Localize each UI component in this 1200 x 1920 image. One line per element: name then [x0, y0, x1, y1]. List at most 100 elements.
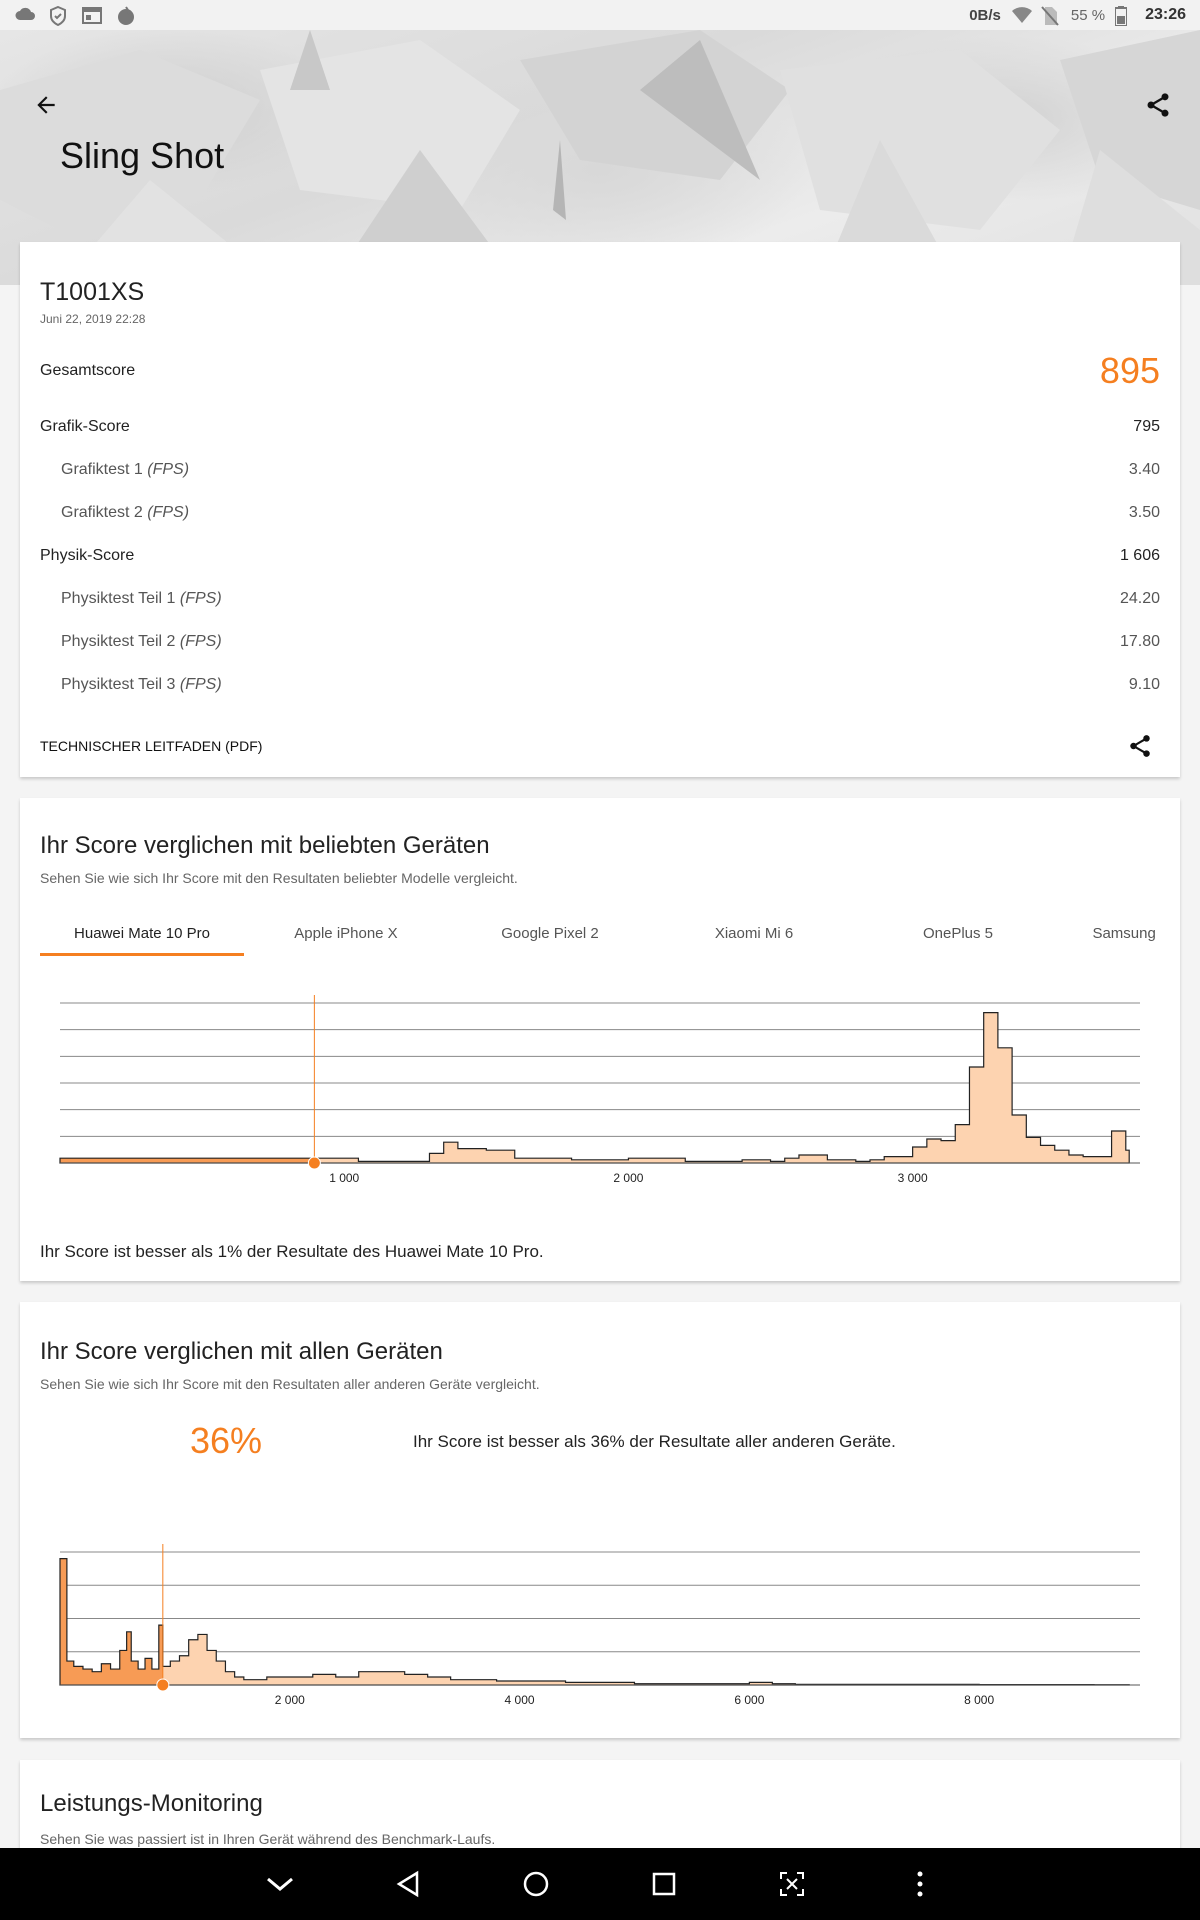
- x-tick-label: 3 000: [898, 1171, 928, 1185]
- share-button[interactable]: [1138, 85, 1178, 125]
- all-distribution-chart: 2 000 4 000 6 000 8 000: [59, 1544, 1140, 1707]
- physics-test-3-value: 9.10: [1128, 676, 1160, 693]
- triangle-back-icon: [396, 1870, 419, 1898]
- tab-huawei-mate-10-pro[interactable]: Huawei Mate 10 Pro: [40, 916, 244, 960]
- physics-test-2-row: Physiktest Teil 2 (FPS) 17.80: [40, 633, 1160, 651]
- no-sim-icon: [1041, 6, 1061, 26]
- popular-distribution-chart: 1 000 2 000 3 000: [59, 995, 1140, 1185]
- share-pdf-button[interactable]: [1122, 728, 1158, 764]
- tab-samsung[interactable]: Samsung Ga: [1092, 925, 1160, 942]
- shield-icon: [48, 5, 68, 27]
- graphics-test-2-label: Grafiktest 2: [61, 504, 143, 521]
- fps-unit: (FPS): [179, 633, 222, 650]
- distribution-area: [60, 1558, 1130, 1685]
- clock: 23:26: [1145, 6, 1186, 23]
- x-tick-label: 4 000: [505, 1693, 535, 1707]
- fps-unit: (FPS): [147, 461, 190, 478]
- navigation-bar: [0, 1848, 1200, 1920]
- monitoring-subtitle: Sehen Sie was passiert ist in Ihren Gerä…: [40, 1831, 496, 1847]
- fps-unit: (FPS): [179, 590, 222, 607]
- distribution-area-below-score: [60, 1158, 315, 1163]
- total-score-value: 895: [1099, 350, 1160, 391]
- tab-google-pixel-2[interactable]: Google Pixel 2: [501, 925, 599, 942]
- header-hero: Sling Shot: [0, 30, 1200, 285]
- physics-test-3-row: Physiktest Teil 3 (FPS) 9.10: [40, 676, 1160, 694]
- battery-level: 55 %: [1070, 6, 1106, 24]
- graphics-score-value: 795: [1133, 418, 1160, 435]
- back-button[interactable]: [26, 85, 66, 125]
- device-tabs: Huawei Mate 10 Pro Apple iPhone X Google…: [40, 916, 1160, 960]
- technical-guide-link[interactable]: TECHNISCHER LEITFADEN (PDF): [40, 738, 263, 754]
- result-card: T1001XS Juni 22, 2019 22:28 Gesamtscore …: [20, 242, 1180, 777]
- all-title: Ihr Score verglichen mit allen Geräten: [40, 1338, 443, 1365]
- x-tick-label: 2 000: [275, 1693, 305, 1707]
- x-tick-label: 1 000: [329, 1171, 359, 1185]
- tab-xiaomi-mi-6[interactable]: Xiaomi Mi 6: [714, 925, 794, 942]
- net-speed: 0B/s: [969, 6, 1001, 24]
- graphics-score-row: Grafik-Score 795: [40, 418, 1160, 436]
- nav-more-button[interactable]: [856, 1848, 984, 1920]
- nav-recents-button[interactable]: [600, 1848, 728, 1920]
- physics-test-1-label: Physiktest Teil 1: [61, 590, 176, 607]
- x-tick-label: 6 000: [734, 1693, 764, 1707]
- x-tick-label: 8 000: [964, 1693, 994, 1707]
- battery-icon: [1114, 6, 1135, 27]
- graphics-test-1-row: Grafiktest 1 (FPS) 3.40: [40, 461, 1160, 479]
- graphics-test-2-row: Grafiktest 2 (FPS) 3.50: [40, 504, 1160, 522]
- popular-title: Ihr Score verglichen mit beliebten Gerät…: [40, 832, 490, 859]
- physics-test-1-row: Physiktest Teil 1 (FPS) 24.20: [40, 590, 1160, 608]
- graphics-test-1-label: Grafiktest 1: [61, 461, 143, 478]
- distribution-outline: [59, 1558, 1130, 1686]
- score-marker-dot: [307, 1156, 321, 1170]
- popular-note: Ihr Score ist besser als 1% der Resultat…: [40, 1242, 544, 1261]
- physics-test-3-label: Physiktest Teil 3: [61, 676, 176, 693]
- x-tick-label: 2 000: [613, 1171, 643, 1185]
- rock-background: [0, 30, 1200, 285]
- cloud-icon: [14, 6, 35, 24]
- percentile-value: 36%: [190, 1420, 263, 1461]
- physics-test-1-value: 24.20: [1119, 590, 1160, 607]
- popular-devices-card: Ihr Score verglichen mit beliebten Gerät…: [20, 798, 1180, 1281]
- page-title: Sling Shot: [60, 135, 225, 176]
- more-vertical-icon: [917, 1871, 923, 1897]
- all-note: Ihr Score ist besser als 36% der Resulta…: [413, 1432, 896, 1451]
- physics-test-2-label: Physiktest Teil 2: [61, 633, 176, 650]
- distribution-area: [60, 1012, 1130, 1163]
- fps-unit: (FPS): [147, 504, 190, 521]
- circle-home-icon: [523, 1871, 549, 1897]
- share-icon: [1147, 93, 1169, 117]
- all-devices-card: Ihr Score verglichen mit allen Geräten S…: [20, 1302, 1180, 1738]
- arrow-left-icon: [37, 96, 55, 114]
- share-icon: [1130, 735, 1150, 757]
- chevron-down-icon: [267, 1877, 293, 1891]
- tab-oneplus-5[interactable]: OnePlus 5: [922, 925, 994, 942]
- total-score-label: Gesamtscore: [40, 362, 136, 379]
- square-recents-icon: [652, 1872, 676, 1896]
- total-score-row: Gesamtscore 895: [40, 350, 1160, 392]
- status-bar: 0B/s 55 % 23:26: [0, 0, 1200, 30]
- result-date: Juni 22, 2019 22:28: [40, 312, 146, 326]
- nav-screenshot-button[interactable]: [728, 1848, 856, 1920]
- physics-score-label: Physik-Score: [40, 547, 135, 564]
- physics-score-value: 1 606: [1119, 547, 1160, 564]
- hide-nav-button[interactable]: [216, 1848, 344, 1920]
- nav-back-button[interactable]: [344, 1848, 472, 1920]
- score-marker-dot: [156, 1678, 170, 1692]
- monitoring-title: Leistungs-Monitoring: [40, 1790, 263, 1817]
- screenshot-icon: [780, 1872, 804, 1896]
- popular-subtitle: Sehen Sie wie sich Ihr Score mit den Res…: [40, 870, 518, 886]
- graphics-test-1-value: 3.40: [1128, 461, 1160, 478]
- fps-unit: (FPS): [179, 676, 222, 693]
- distribution-outline: [59, 1012, 1130, 1164]
- wifi-icon: [1011, 6, 1032, 24]
- physics-test-2-value: 17.80: [1119, 633, 1160, 650]
- flame-icon: [116, 6, 136, 25]
- nav-home-button[interactable]: [472, 1848, 600, 1920]
- physics-score-row: Physik-Score 1 606: [40, 547, 1160, 565]
- tab-apple-iphone-x[interactable]: Apple iPhone X: [294, 925, 398, 942]
- calendar-icon: [82, 6, 102, 24]
- all-subtitle: Sehen Sie wie sich Ihr Score mit den Res…: [40, 1376, 540, 1392]
- device-name: T1001XS: [40, 278, 145, 306]
- graphics-score-label: Grafik-Score: [40, 418, 130, 435]
- distribution-area-below-score: [60, 1558, 163, 1685]
